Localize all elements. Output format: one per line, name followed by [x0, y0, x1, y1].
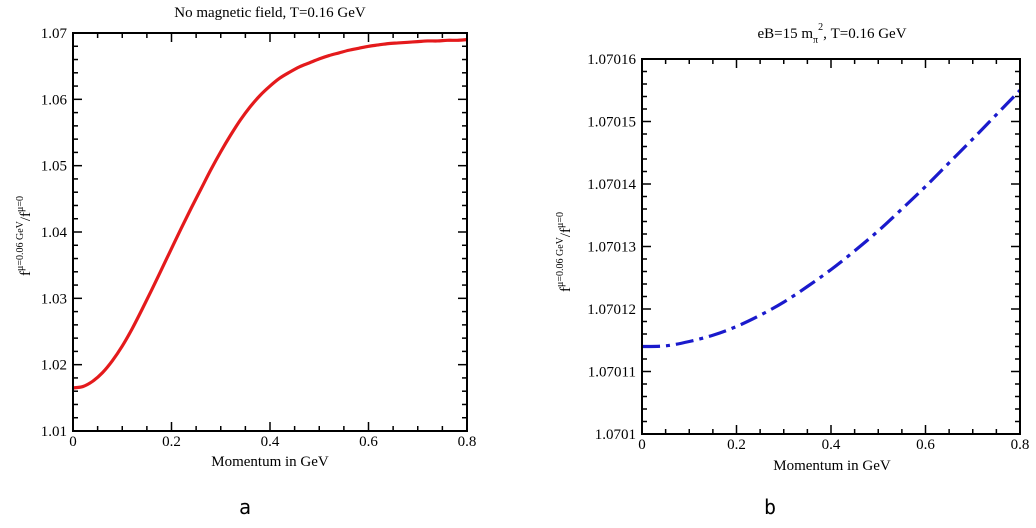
chart-b-y-axis-label: fμ=0.06 GeV/fμ=0 — [555, 212, 574, 292]
chart-a-tick-labels: 0 0.2 0.4 0.6 0.8 1.01 1.02 1.03 1.04 1.05 1.06 1.0… — [41, 26, 477, 450]
chart-panel-b: eB=15 mπ2, T=0.16 GeV 0 0.2 0.4 0.6 0.8 1.070… — [555, 22, 1029, 519]
chart-a-y-tick-label: 1.07 — [41, 26, 68, 42]
chart-b-y-tick-label: 1.07011 — [588, 365, 636, 381]
chart-a-panel-label: a — [239, 495, 251, 519]
chart-a-ticks — [72, 32, 468, 432]
chart-a-y-tick-label: 1.06 — [41, 92, 68, 108]
chart-a-y-axis-label: fμ=0.06 GeV/fμ=0 — [15, 196, 34, 276]
chart-a-ylabel-sup2: μ=0 — [15, 196, 26, 212]
chart-b-tick-labels: 0 0.2 0.4 0.6 0.8 1.0701 1.07011 1.07012 1.07013… — [587, 52, 1029, 453]
chart-a-ylabel-sup1: μ=0.06 GeV — [15, 220, 26, 271]
chart-b-x-tick-label: 0 — [638, 437, 646, 453]
chart-a-y-tick-label: 1.04 — [41, 225, 68, 241]
chart-b-plot-frame — [641, 58, 1021, 435]
chart-b-ylabel-slash: /f — [558, 228, 574, 237]
chart-b-y-tick-label: 1.07013 — [587, 240, 636, 256]
chart-b-x-tick-label: 0.8 — [1011, 437, 1030, 453]
chart-b-panel-label: b — [764, 495, 776, 519]
chart-b-title-sup: 2 — [818, 22, 823, 33]
chart-b-y-tick-label: 1.07016 — [587, 52, 636, 68]
chart-a-title: No magnetic field, T=0.16 GeV — [174, 5, 366, 21]
chart-a-x-tick-label: 0.2 — [162, 434, 181, 450]
chart-a-plot-frame — [72, 32, 468, 432]
chart-b-ylabel-f: f — [558, 287, 574, 292]
chart-b-y-tick-label: 1.07014 — [587, 177, 636, 193]
chart-b-title-sub: π — [813, 35, 818, 46]
chart-b-title: eB=15 mπ2, T=0.16 GeV — [757, 22, 906, 46]
chart-a-x-tick-label: 0.8 — [458, 434, 477, 450]
chart-a-x-axis-label: Momentum in GeV — [211, 454, 329, 470]
chart-a-y-tick-label: 1.05 — [41, 159, 67, 175]
chart-b-x-tick-label: 0.4 — [822, 437, 841, 453]
chart-a-x-tick-label: 0 — [69, 434, 77, 450]
chart-a-ylabel-slash: /f — [18, 212, 34, 221]
chart-a-series — [72, 38, 468, 390]
chart-b-series-line — [641, 89, 1022, 349]
chart-b-title-post: , T=0.16 GeV — [823, 26, 907, 42]
chart-b-title-pre: eB=15 m — [757, 26, 813, 42]
chart-a-y-tick-label: 1.03 — [41, 291, 67, 307]
chart-b-x-tick-label: 0.6 — [916, 437, 935, 453]
chart-b-y-tick-label: 1.07015 — [587, 115, 636, 131]
chart-b-y-tick-label: 1.0701 — [595, 427, 636, 443]
chart-b-ylabel-sup2: μ=0 — [555, 212, 566, 228]
chart-a-x-tick-label: 0.6 — [359, 434, 378, 450]
chart-a-x-tick-label: 0.4 — [261, 434, 280, 450]
chart-b-x-tick-label: 0.2 — [727, 437, 746, 453]
chart-b-x-axis-label: Momentum in GeV — [773, 458, 891, 474]
chart-b-series — [641, 89, 1022, 349]
chart-panel-a: No magnetic field, T=0.16 GeV 0 0.2 0.4 0.6… — [15, 5, 476, 519]
chart-b-ylabel-sup1: μ=0.06 GeV — [555, 236, 566, 287]
chart-b-y-tick-label: 1.07012 — [587, 302, 636, 318]
chart-b-ticks — [641, 58, 1021, 435]
chart-a-ylabel-f: f — [18, 271, 34, 276]
chart-a-series-line — [72, 38, 468, 390]
chart-a-y-tick-label: 1.02 — [41, 358, 67, 374]
chart-a-y-tick-label: 1.01 — [41, 424, 67, 440]
